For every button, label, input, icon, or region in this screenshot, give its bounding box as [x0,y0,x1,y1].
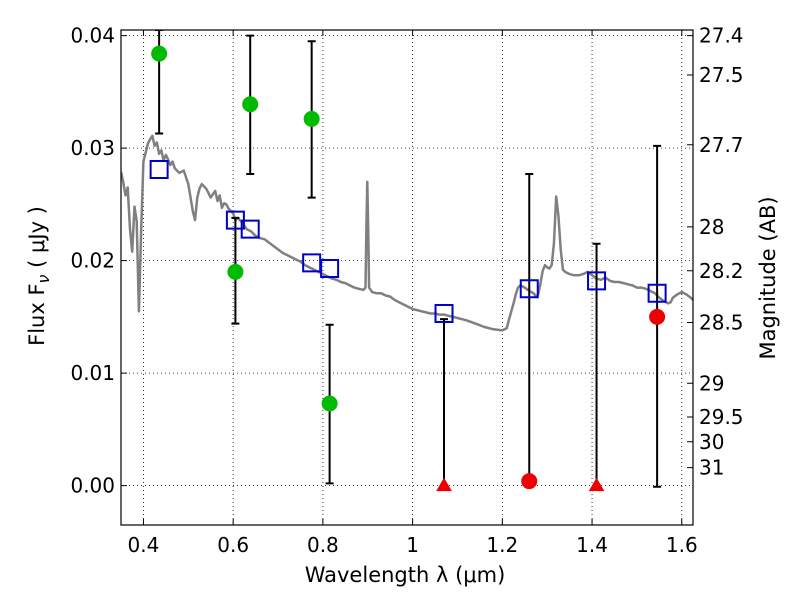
series-group [121,30,693,492]
y-axis-label: Flux Fν ( μJy ) [25,206,53,346]
x-tick-label: 0.6 [217,533,249,557]
y-axis-label-unit: ( μJy ) [25,206,49,274]
model-flux-square [587,271,607,291]
measured-flux-point [151,45,168,62]
model-flux-square [149,160,169,179]
y-axis-ticks: 0.00 0.01 0.02 0.03 0.04 [70,24,127,498]
model-flux-square [519,279,539,299]
x-tick-label: 1.2 [486,533,518,557]
model-flux-square [434,304,454,323]
flux-limit-triangle [436,477,452,492]
y2-tick-label: 29 [699,371,724,395]
model-flux-square [320,259,340,278]
y-tick-label: 0.00 [70,474,115,498]
y2-tick-label: 28 [699,215,724,239]
measured-flux-point [242,96,259,113]
y2-axis-label: Magnitude (AB) [756,196,780,359]
x-tick-label: 1.6 [666,533,698,557]
y-tick-label: 0.03 [70,136,115,160]
x-tick-label: 0.8 [307,533,339,557]
plot-area [121,30,693,492]
flux-limit-triangle [588,477,605,492]
model-flux-square [240,219,260,239]
x-tick-label: 0.4 [128,533,160,557]
x-tick-label: 1.4 [576,533,608,557]
y-tick-label: 0.04 [70,24,115,48]
y2-tick-label: 28.2 [699,259,744,283]
measured-flux-point [321,395,338,412]
y2-tick-label: 27.5 [699,63,744,87]
measured-flux-point [521,473,538,490]
y2-tick-label: 29.5 [699,405,744,429]
x-tick-label: 1 [406,533,419,557]
y2-tick-label: 27.7 [699,133,744,157]
y2-tick-label: 31 [699,456,724,480]
model-flux-square [647,283,667,303]
measured-flux-point [649,308,666,325]
x-axis-ticks: 0.4 0.6 0.8 1 1.2 1.4 1.6 [128,30,698,557]
y-axis-label-main: Flux F [25,283,49,345]
y-axis-label-nu: ν [34,274,53,283]
plot-frame [120,29,694,526]
x-axis-label: Wavelength λ (μm) [305,563,506,587]
y-tick-label: 0.01 [70,361,115,385]
measured-flux-point [303,110,320,127]
y2-tick-label: 27.4 [699,24,744,48]
y2-tick-label: 30 [699,430,724,454]
y2-tick-label: 28.5 [699,311,744,335]
measured-flux-point [227,263,244,280]
spectrum-line [121,134,693,332]
y-tick-label: 0.02 [70,249,115,273]
